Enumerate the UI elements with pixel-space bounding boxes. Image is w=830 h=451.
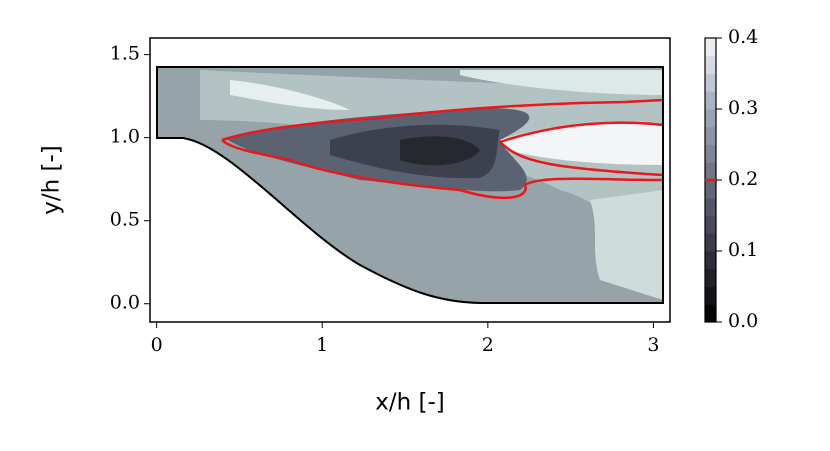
colorbar-band: [705, 197, 716, 216]
x-tick-label: 2: [482, 334, 494, 356]
colorbar-band: [705, 162, 716, 181]
colorbar-band: [705, 286, 716, 305]
axes-frame: [149, 37, 671, 323]
colorbar-band: [705, 38, 716, 57]
colorbar-band: [705, 109, 716, 128]
colorbar-tick-label: 0.2: [728, 168, 758, 190]
colorbar-band: [705, 73, 716, 92]
colorbar-band: [705, 215, 716, 234]
y-tick-label: 0.0: [110, 292, 140, 314]
colorbar-band: [705, 180, 716, 199]
x-axis-label: x/h [-]: [375, 390, 445, 416]
y-tick-label: 0.5: [110, 209, 140, 231]
colorbar-tick-label: 0.4: [728, 26, 758, 48]
y-axis-label: y/h [-]: [39, 145, 65, 215]
colorbar-band: [705, 126, 716, 145]
colorbar-band: [705, 144, 716, 163]
colorbar-band: [705, 251, 716, 270]
x-tick-label: 3: [647, 334, 659, 356]
x-tick-label: 0: [151, 334, 163, 356]
colorbar-tick-label: 0.3: [728, 97, 758, 119]
contour-lines: [221, 98, 664, 199]
y-tick-label: 1.5: [110, 43, 140, 65]
colorbar-band: [705, 233, 716, 252]
colorbar-band: [705, 304, 716, 323]
x-tick-label: 1: [316, 334, 328, 356]
colorbar-tick-label: 0.1: [728, 239, 758, 261]
wall: [156, 66, 664, 304]
colorbar-band: [705, 268, 716, 287]
y-tick-label: 1.0: [110, 126, 140, 148]
colorbar-band: [705, 55, 716, 74]
colorbar-band: [705, 91, 716, 110]
colorbar-tick-label: 0.0: [728, 310, 758, 332]
